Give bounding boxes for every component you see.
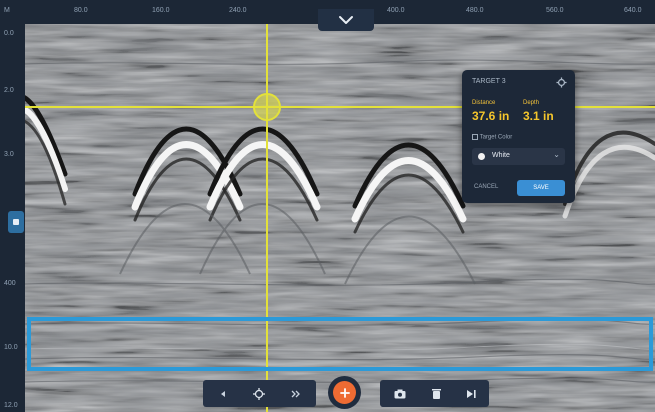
depth-marker-handle[interactable] xyxy=(8,211,24,233)
ruler-tick: 10.0 xyxy=(4,344,18,351)
target-info-card: TARGET 3 Distance 37.6 in Depth 3.1 in T… xyxy=(462,70,575,203)
crosshair-icon xyxy=(253,387,265,400)
distance-label: Distance xyxy=(472,100,496,106)
playback-toolbar xyxy=(203,380,316,407)
delete-button[interactable] xyxy=(418,380,454,407)
crosshair-horizontal-line[interactable] xyxy=(25,106,655,108)
ruler-tick: 160.0 xyxy=(152,7,170,14)
color-dropdown-value: White xyxy=(492,152,510,159)
fast-forward-button[interactable] xyxy=(277,380,313,407)
ruler-tick: M xyxy=(4,7,10,14)
selection-region[interactable] xyxy=(27,317,653,371)
ruler-tick: 12.0 xyxy=(4,402,18,409)
ruler-tick: 3.0 xyxy=(4,151,14,158)
crosshair-target-handle[interactable] xyxy=(253,93,281,121)
add-target-button[interactable] xyxy=(328,376,361,409)
card-title: TARGET 3 xyxy=(472,78,506,85)
ruler-tick: 240.0 xyxy=(229,7,247,14)
camera-icon xyxy=(394,389,406,398)
settings-button[interactable] xyxy=(556,75,567,93)
cancel-button[interactable]: CANCEL xyxy=(474,184,499,190)
previous-button[interactable] xyxy=(205,380,241,407)
marker-icon xyxy=(13,219,19,225)
ruler-tick: 640.0 xyxy=(624,7,642,14)
chevron-down-icon: ⌄ xyxy=(553,150,560,159)
chevron-down-icon xyxy=(339,16,353,24)
target-color-dropdown[interactable]: White ⌄ xyxy=(472,148,565,165)
triangle-left-icon xyxy=(221,390,225,397)
ruler-tick: 2.0 xyxy=(4,87,14,94)
checkbox-icon xyxy=(472,134,478,140)
distance-value: 37.6 in xyxy=(472,109,510,123)
checkbox-label: Target Color xyxy=(479,134,513,141)
add-button-core xyxy=(333,381,356,404)
actions-toolbar xyxy=(380,380,489,407)
screenshot-button[interactable] xyxy=(382,380,418,407)
trash-icon xyxy=(431,389,441,399)
ruler-tick: 400.0 xyxy=(387,7,405,14)
play-icon xyxy=(466,389,476,398)
ruler-tick: 0.0 xyxy=(4,30,14,37)
double-chevron-icon xyxy=(291,390,300,397)
ruler-tick: 480.0 xyxy=(466,7,484,14)
target-color-checkbox[interactable]: Target Color xyxy=(472,134,512,141)
ruler-tick: 80.0 xyxy=(74,7,88,14)
collapse-panel-button[interactable] xyxy=(318,9,374,31)
gear-icon xyxy=(556,77,567,88)
depth-value: 3.1 in xyxy=(523,109,554,123)
color-swatch-icon xyxy=(478,153,485,160)
depth-label: Depth xyxy=(523,100,540,106)
play-button[interactable] xyxy=(453,380,489,407)
plus-icon xyxy=(339,387,350,398)
crosshair-vertical-line[interactable] xyxy=(266,24,268,412)
save-button[interactable]: SAVE xyxy=(517,180,565,196)
ruler-tick: 560.0 xyxy=(546,7,564,14)
ruler-tick: 400 xyxy=(4,280,16,287)
center-target-button[interactable] xyxy=(241,380,277,407)
